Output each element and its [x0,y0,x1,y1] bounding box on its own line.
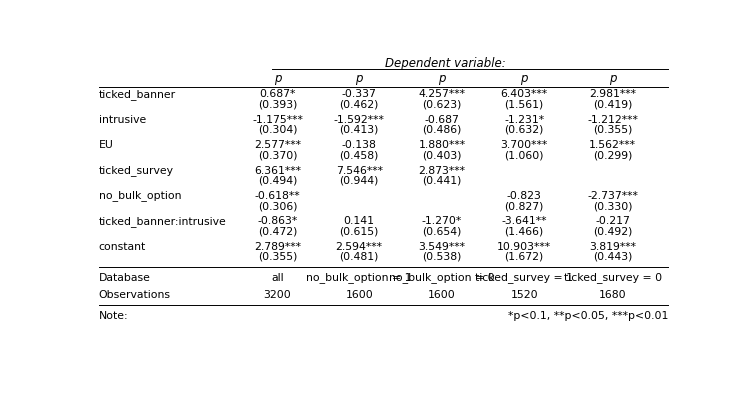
Text: 2.981***: 2.981*** [590,90,636,99]
Text: 6.403***: 6.403*** [501,90,547,99]
Text: -3.641**: -3.641** [502,217,547,226]
Text: -1.270*: -1.270* [422,217,462,226]
Text: p: p [609,72,617,85]
Text: (1.561): (1.561) [505,99,544,109]
Text: (1.060): (1.060) [505,150,544,160]
Text: (0.481): (0.481) [339,252,379,262]
Text: 2.577***: 2.577*** [254,140,301,150]
Text: -0.138: -0.138 [341,140,377,150]
Text: 1.562***: 1.562*** [590,140,636,150]
Text: no_bulk_option = 0: no_bulk_option = 0 [389,272,495,283]
Text: -1.175***: -1.175*** [252,115,303,125]
Text: (0.330): (0.330) [593,201,632,211]
Text: 6.361***: 6.361*** [254,166,301,175]
Text: -0.618**: -0.618** [255,191,300,201]
Text: 0.687*: 0.687* [259,90,296,99]
Text: p: p [438,72,446,85]
Text: -0.863*: -0.863* [257,217,298,226]
Text: (0.462): (0.462) [339,99,379,109]
Text: (0.623): (0.623) [422,99,462,109]
Text: 1600: 1600 [428,289,456,300]
Text: -1.592***: -1.592*** [334,115,384,125]
Text: -1.212***: -1.212*** [587,115,638,125]
Text: (0.472): (0.472) [258,226,297,236]
Text: ticked_survey = 1: ticked_survey = 1 [475,272,573,283]
Text: (0.355): (0.355) [593,125,632,135]
Text: (0.654): (0.654) [422,226,462,236]
Text: -0.337: -0.337 [341,90,377,99]
Text: no_bulk_option = 1: no_bulk_option = 1 [306,272,412,283]
Text: (0.355): (0.355) [258,252,297,262]
Text: -0.687: -0.687 [424,115,459,125]
Text: (0.393): (0.393) [258,99,297,109]
Text: 2.873***: 2.873*** [418,166,465,175]
Text: 1600: 1600 [345,289,373,300]
Text: ticked_survey = 0: ticked_survey = 0 [564,272,662,283]
Text: (0.492): (0.492) [593,226,632,236]
Text: -2.737***: -2.737*** [587,191,638,201]
Text: p: p [274,72,281,85]
Text: 4.257***: 4.257*** [418,90,465,99]
Text: 2.789***: 2.789*** [254,242,301,252]
Text: (0.441): (0.441) [422,175,462,186]
Text: 1520: 1520 [511,289,538,300]
Text: 1680: 1680 [599,289,626,300]
Text: (0.615): (0.615) [339,226,379,236]
Text: (0.413): (0.413) [339,125,379,135]
Text: (0.632): (0.632) [505,125,544,135]
Text: p: p [520,72,528,85]
Text: 2.594***: 2.594*** [335,242,383,252]
Text: 3200: 3200 [264,289,292,300]
Text: (0.458): (0.458) [339,150,379,160]
Text: no_bulk_option: no_bulk_option [99,190,181,201]
Text: 7.546***: 7.546*** [335,166,383,175]
Text: (0.494): (0.494) [258,175,297,186]
Text: ticked_banner: ticked_banner [99,89,176,100]
Text: 3.819***: 3.819*** [590,242,636,252]
Text: p: p [356,72,363,85]
Text: all: all [271,273,284,282]
Text: (0.419): (0.419) [593,99,632,109]
Text: EU: EU [99,140,114,150]
Text: (1.672): (1.672) [505,252,544,262]
Text: Note:: Note: [99,311,129,321]
Text: (0.827): (0.827) [505,201,544,211]
Text: (0.538): (0.538) [422,252,462,262]
Text: -1.231*: -1.231* [504,115,544,125]
Text: Dependent variable:: Dependent variable: [385,57,505,70]
Text: 3.549***: 3.549*** [418,242,465,252]
Text: 3.700***: 3.700*** [501,140,547,150]
Text: (1.466): (1.466) [505,226,544,236]
Text: ticked_survey: ticked_survey [99,165,174,176]
Text: Observations: Observations [99,289,171,300]
Text: 10.903***: 10.903*** [497,242,551,252]
Text: 0.141: 0.141 [344,217,374,226]
Text: (0.486): (0.486) [422,125,462,135]
Text: (0.304): (0.304) [258,125,297,135]
Text: (0.306): (0.306) [258,201,297,211]
Text: (0.299): (0.299) [593,150,632,160]
Text: (0.403): (0.403) [422,150,462,160]
Text: *p<0.1, **p<0.05, ***p<0.01: *p<0.1, **p<0.05, ***p<0.01 [508,311,668,321]
Text: 1.880***: 1.880*** [418,140,465,150]
Text: (0.443): (0.443) [593,252,632,262]
Text: ticked_banner:intrusive: ticked_banner:intrusive [99,216,226,227]
Text: (0.370): (0.370) [258,150,297,160]
Text: intrusive: intrusive [99,115,146,125]
Text: -0.217: -0.217 [596,217,630,226]
Text: constant: constant [99,242,146,252]
Text: (0.944): (0.944) [339,175,379,186]
Text: Database: Database [99,273,150,282]
Text: -0.823: -0.823 [507,191,541,201]
